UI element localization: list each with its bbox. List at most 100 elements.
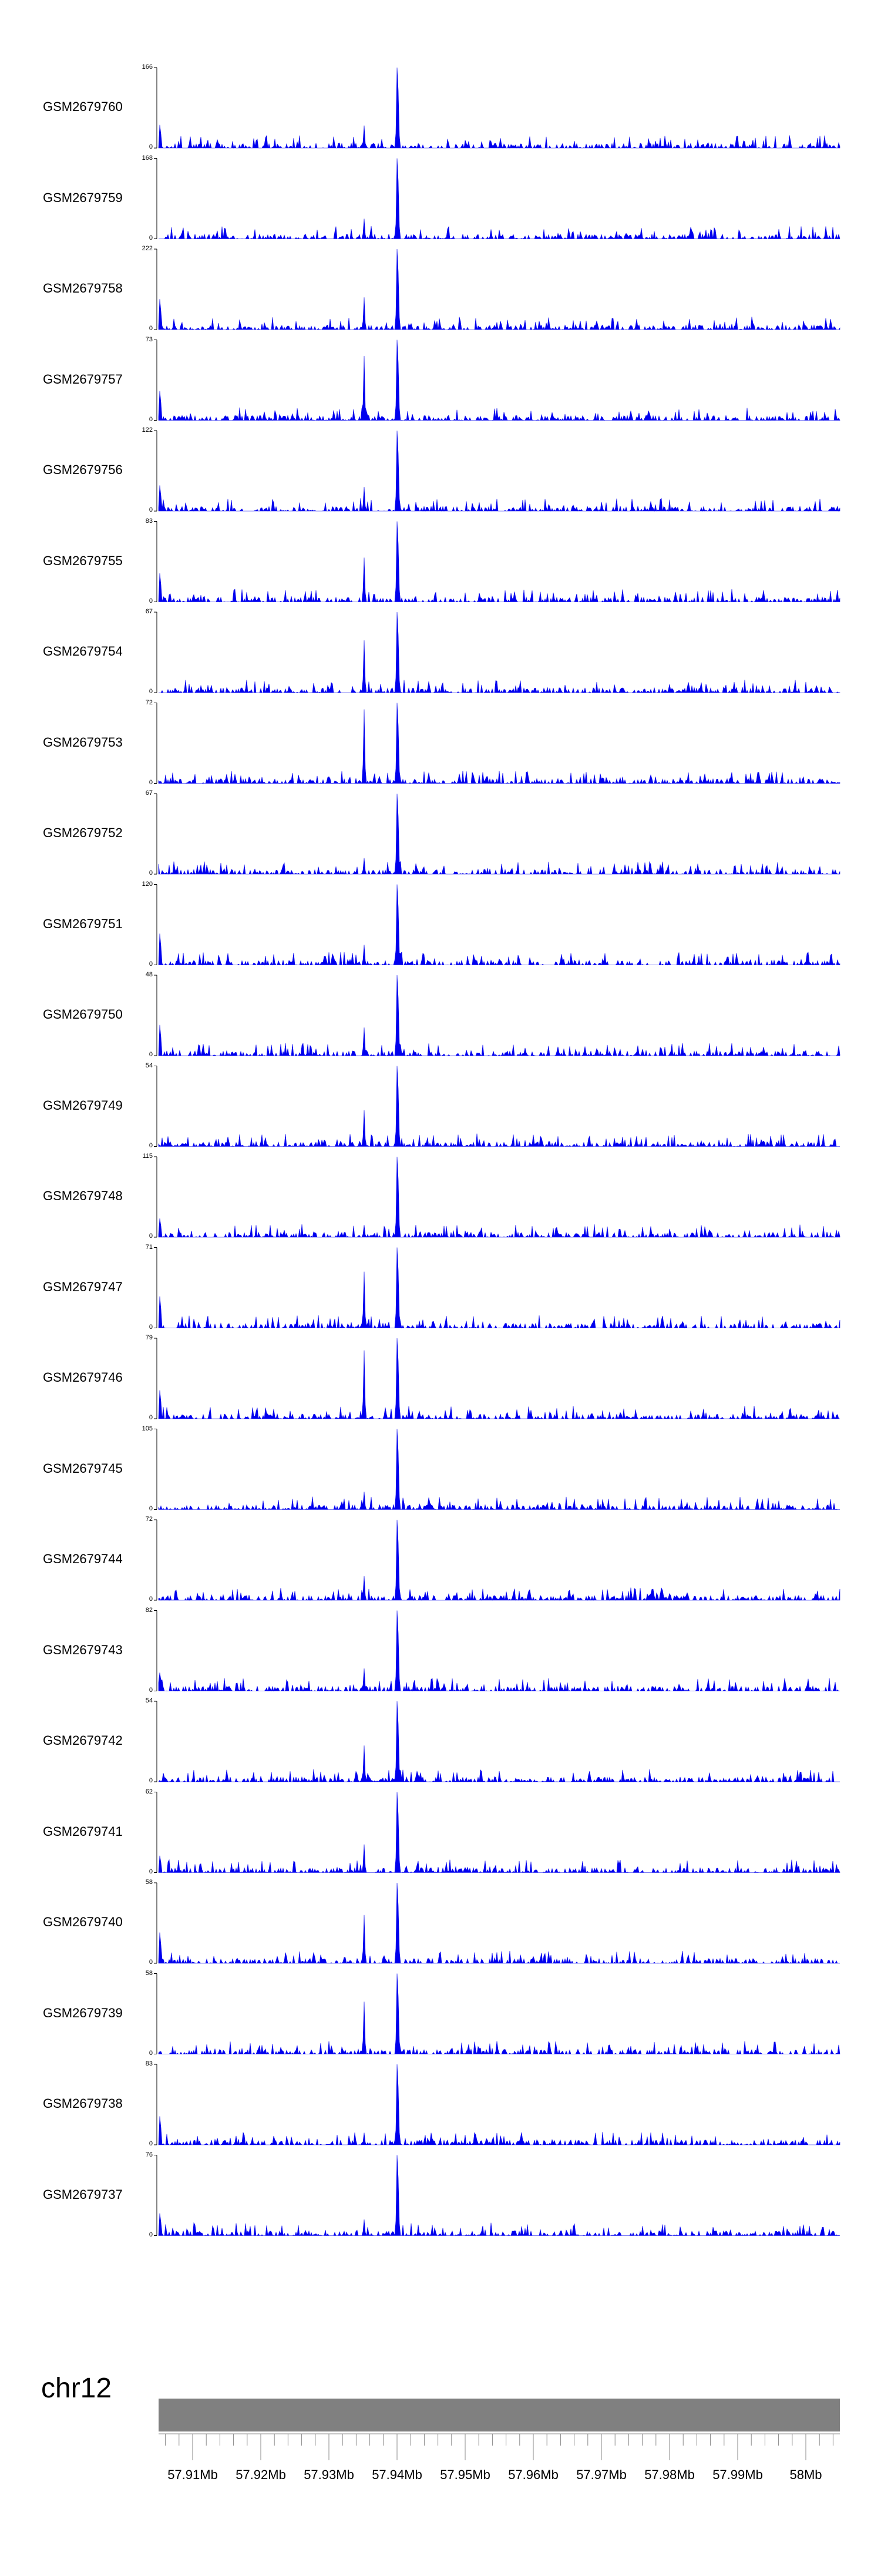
genomic-tick-label: 57.92Mb <box>236 2467 286 2482</box>
coverage-area <box>158 248 840 331</box>
track-GSM2679749 <box>154 1066 840 1147</box>
y-axis-max-label: 166 <box>142 63 153 70</box>
y-axis-max-label: 67 <box>145 608 153 615</box>
y-axis-zero-label: 0 <box>149 2049 153 2057</box>
y-axis-zero-label: 0 <box>149 778 153 786</box>
genomic-tick-label: 57.99Mb <box>712 2467 763 2482</box>
coverage-area <box>158 793 840 875</box>
genomic-tick-label: 57.93Mb <box>304 2467 354 2482</box>
y-axis-max-label: 82 <box>145 1606 153 1614</box>
track-GSM2679743 <box>154 1610 840 1692</box>
track-label: GSM2679751 <box>43 916 123 931</box>
genomic-tick-label: 57.96Mb <box>508 2467 559 2482</box>
coverage-area <box>159 612 840 694</box>
y-axis-zero-label: 0 <box>149 1959 153 1966</box>
coverage-area <box>158 340 840 421</box>
chromosome-ideogram <box>159 2399 840 2460</box>
track-label: GSM2679755 <box>43 553 123 568</box>
genomic-tick-label: 57.91Mb <box>167 2467 218 2482</box>
track-GSM2679754 <box>154 612 840 694</box>
coverage-area <box>158 2064 840 2146</box>
track-GSM2679760 <box>154 67 840 149</box>
y-axis-zero-label: 0 <box>149 1777 153 1784</box>
coverage-area <box>158 1610 840 1692</box>
genomic-tick-label: 57.98Mb <box>644 2467 695 2482</box>
track-label: GSM2679752 <box>43 825 123 840</box>
chromosome-bar <box>159 2399 840 2431</box>
track-label: GSM2679737 <box>43 2187 123 2202</box>
coverage-area <box>158 1066 840 1147</box>
y-axis-zero-label: 0 <box>149 1596 153 1603</box>
track-GSM2679757 <box>154 340 840 421</box>
y-axis-zero-label: 0 <box>149 234 153 241</box>
track-label: GSM2679747 <box>43 1279 123 1294</box>
y-axis-zero-label: 0 <box>149 1051 153 1058</box>
track-GSM2679759 <box>154 158 840 240</box>
track-GSM2679750 <box>154 975 840 1057</box>
track-label: GSM2679745 <box>43 1460 123 1476</box>
track-GSM2679746 <box>154 1338 840 1420</box>
y-axis-max-label: 71 <box>145 1243 153 1251</box>
y-axis-max-label: 67 <box>145 790 153 797</box>
y-axis-zero-label: 0 <box>149 2140 153 2147</box>
coverage-area <box>158 884 840 966</box>
y-axis-max-label: 72 <box>145 698 153 706</box>
y-axis-zero-label: 0 <box>149 960 153 968</box>
coverage-area <box>158 1973 840 2055</box>
y-axis-max-label: 54 <box>145 1062 153 1069</box>
y-axis-zero-label: 0 <box>149 2231 153 2238</box>
coverage-area <box>158 703 840 784</box>
y-axis-max-label: 115 <box>142 1153 153 1160</box>
track-label: GSM2679738 <box>43 2096 123 2111</box>
track-label: GSM2679739 <box>43 2005 123 2020</box>
track-label: GSM2679750 <box>43 1007 123 1022</box>
track-GSM2679752 <box>154 793 840 875</box>
y-axis-max-label: 76 <box>145 2151 153 2158</box>
track-GSM2679755 <box>154 521 840 603</box>
track-label: GSM2679744 <box>43 1551 123 1566</box>
coverage-area <box>158 2155 840 2236</box>
y-axis-max-label: 54 <box>145 1697 153 1704</box>
track-GSM2679739 <box>154 1973 840 2055</box>
coverage-area <box>158 1701 840 1783</box>
y-axis-zero-label: 0 <box>149 688 153 695</box>
coverage-area <box>158 1429 840 1510</box>
y-axis-zero-label: 0 <box>149 597 153 604</box>
y-axis-max-label: 122 <box>142 426 153 434</box>
track-label: GSM2679754 <box>43 644 123 659</box>
y-axis-zero-label: 0 <box>149 1504 153 1512</box>
y-axis-zero-label: 0 <box>149 869 153 876</box>
coverage-area <box>159 158 840 240</box>
y-axis-max-label: 83 <box>145 517 153 525</box>
track-label: GSM2679757 <box>43 371 123 387</box>
track-GSM2679758 <box>154 248 840 331</box>
track-GSM2679741 <box>154 1792 840 1873</box>
y-axis-max-label: 83 <box>145 2060 153 2067</box>
track-GSM2679745 <box>154 1429 840 1510</box>
chromosome-label: chr12 <box>41 2373 112 2404</box>
coverage-area <box>158 430 840 512</box>
track-label: GSM2679749 <box>43 1097 123 1113</box>
track-GSM2679747 <box>154 1247 840 1329</box>
track-label: GSM2679746 <box>43 1370 123 1385</box>
y-axis-max-label: 120 <box>142 880 153 888</box>
track-label: GSM2679741 <box>43 1823 123 1839</box>
y-axis-max-label: 72 <box>145 1516 153 1523</box>
y-axis-zero-label: 0 <box>149 1323 153 1331</box>
y-axis-zero-label: 0 <box>149 1686 153 1694</box>
coverage-area <box>158 1247 840 1329</box>
y-axis-zero-label: 0 <box>149 1232 153 1240</box>
track-GSM2679738 <box>154 2064 840 2146</box>
track-GSM2679756 <box>154 430 840 512</box>
track-GSM2679740 <box>154 1882 840 1964</box>
track-label: GSM2679756 <box>43 462 123 477</box>
coverage-area <box>158 1519 840 1601</box>
y-axis-zero-label: 0 <box>149 1414 153 1421</box>
track-label: GSM2679759 <box>43 190 123 205</box>
y-axis-zero-label: 0 <box>149 325 153 332</box>
genomic-tick-label: 57.95Mb <box>440 2467 490 2482</box>
coverage-area <box>158 1338 840 1420</box>
track-label: GSM2679740 <box>43 1915 123 1929</box>
coverage-area <box>158 67 840 149</box>
